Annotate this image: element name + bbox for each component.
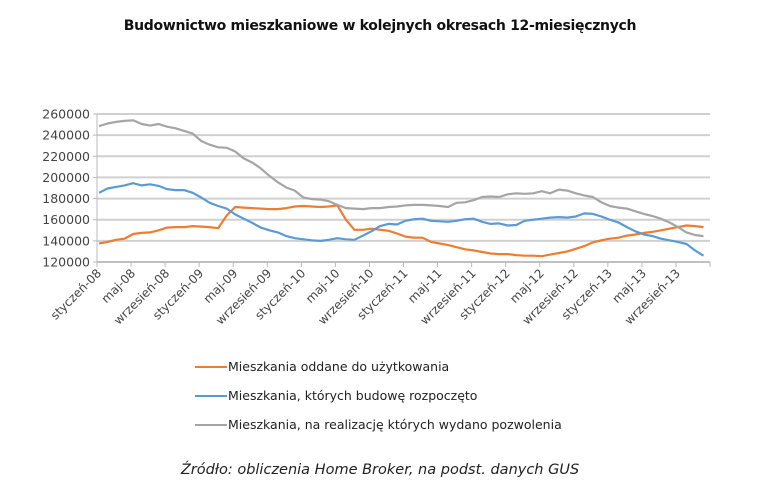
legend-item-started: Mieszkania, których budowę rozpoczęto <box>195 381 562 410</box>
legend-label: Mieszkania, których budowę rozpoczęto <box>228 388 478 403</box>
legend-item-permits: Mieszkania, na realizację których wydano… <box>195 410 562 439</box>
y-axis: 120000 140000 160000 180000 200000 220000 2400… <box>42 107 98 270</box>
series-line-2 <box>98 119 704 238</box>
legend-label: Mieszkania oddane do użytkowania <box>228 359 450 374</box>
y-tick-label: 260000 <box>42 107 90 122</box>
series-lines <box>98 119 705 258</box>
legend-item-completed: Mieszkania oddane do użytkowania <box>195 352 562 381</box>
x-axis: styczeń-08maj-08wrzesień-08styczeń-09maj… <box>48 261 711 327</box>
y-tick-label: 240000 <box>42 128 90 143</box>
y-tick-label: 120000 <box>42 255 90 270</box>
legend-swatch-gray <box>195 423 227 426</box>
y-tick-label: 220000 <box>42 149 90 164</box>
y-tick-label: 180000 <box>42 191 90 206</box>
chart-title: Budownictwo mieszkaniowe w kolejnych okr… <box>123 18 637 34</box>
legend-label: Mieszkania, na realizację których wydano… <box>228 417 562 432</box>
legend-swatch-orange <box>195 365 227 368</box>
legend: Mieszkania oddane do użytkowania Mieszka… <box>195 352 562 439</box>
legend-swatch-blue <box>195 394 227 397</box>
line-chart: 120000 140000 160000 180000 200000 220000 2400… <box>42 107 711 327</box>
y-tick-label: 160000 <box>42 212 90 227</box>
x-tick-label: styczeń-08 <box>48 266 104 322</box>
series-line-0 <box>98 204 704 258</box>
y-tick-label: 140000 <box>42 233 90 248</box>
gridlines <box>97 113 710 263</box>
series-line-1 <box>98 182 705 257</box>
source-note: Źródło: obliczenia Home Broker, na podst… <box>180 462 580 478</box>
y-tick-label: 200000 <box>42 170 90 185</box>
